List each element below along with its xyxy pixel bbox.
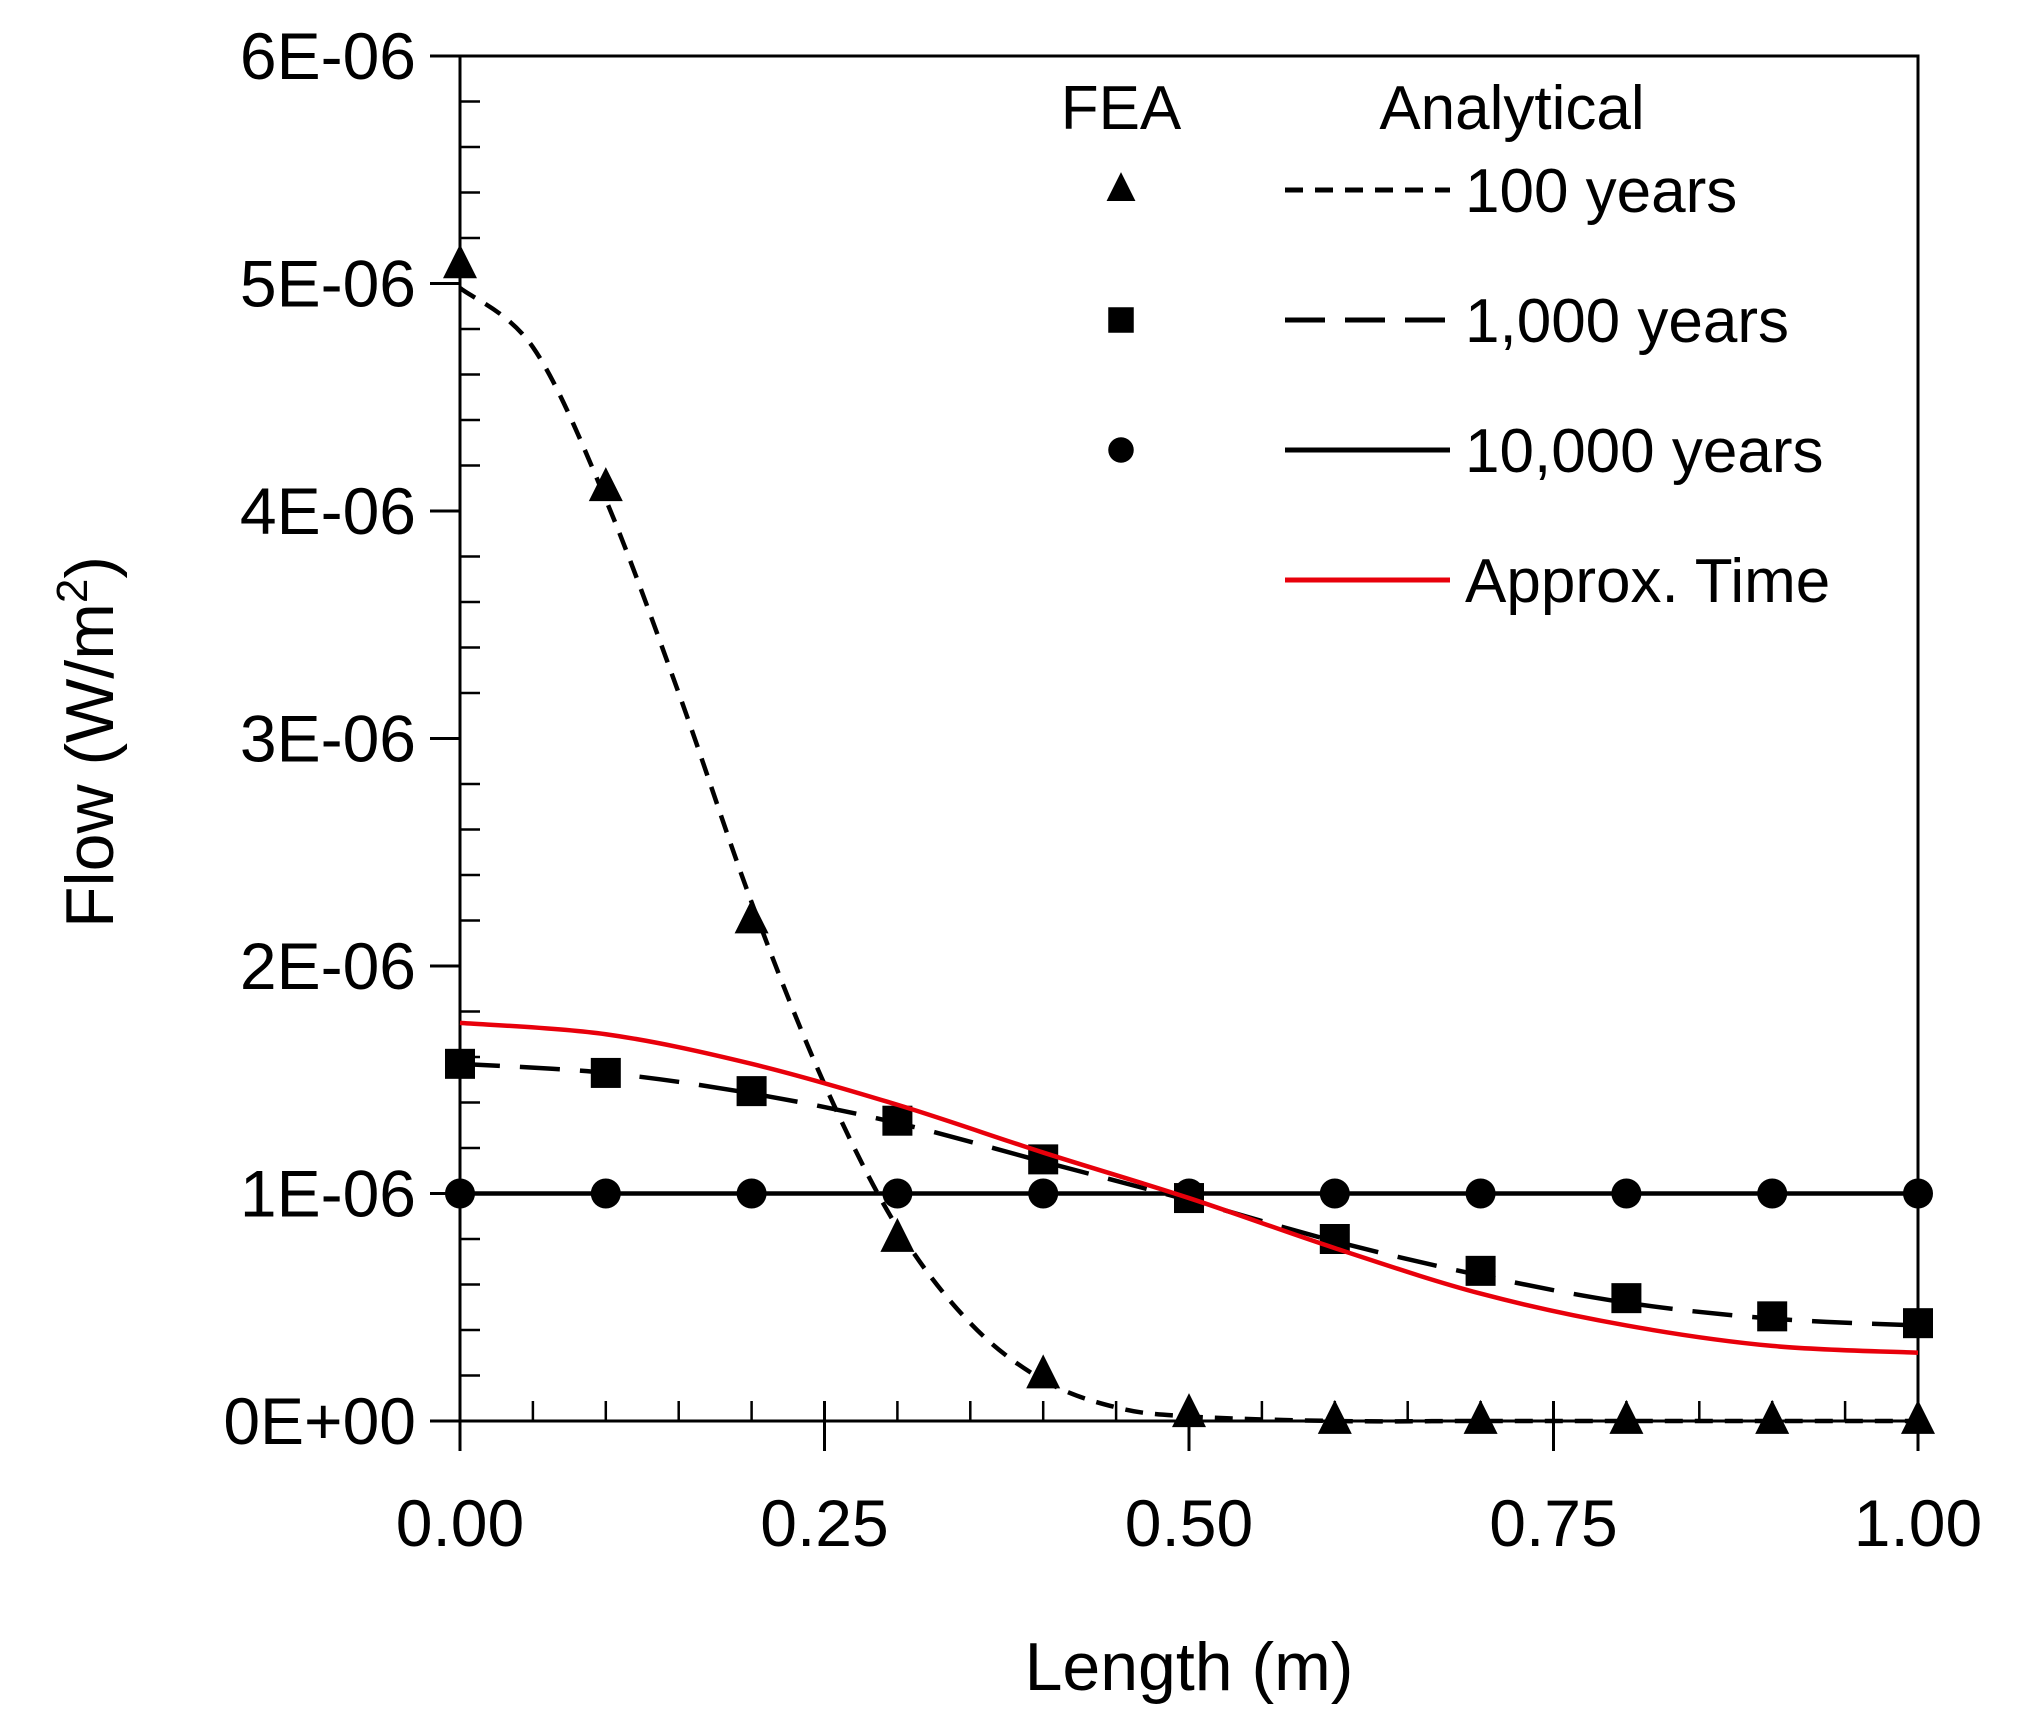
legend-marker-10-000-years — [1108, 437, 1134, 463]
fea-point-100-years — [1755, 1399, 1790, 1434]
x-tick-label: 1.00 — [1854, 1486, 1982, 1560]
legend-label-approx-time: Approx. Time — [1465, 547, 1830, 616]
fea-point-10-000-years — [1465, 1178, 1496, 1209]
y-tick-label: 0E+00 — [223, 1384, 416, 1458]
y-tick-label: 3E-06 — [240, 702, 416, 776]
fea-point-10-000-years — [1028, 1178, 1059, 1209]
fea-point-100-years — [880, 1217, 915, 1252]
series-100-years — [443, 244, 1935, 1434]
y-minor-ticks — [460, 100, 480, 1377]
fea-point-10-000-years — [1319, 1178, 1350, 1209]
legend-marker-1-000-years — [1108, 307, 1134, 333]
legend-label-100-years: 100 years — [1465, 157, 1737, 226]
y-tick-label: 6E-06 — [240, 19, 416, 93]
fea-point-10-000-years — [1611, 1178, 1642, 1209]
fea-point-1-000-years — [1611, 1283, 1642, 1314]
analytical-line-approx-time — [459, 1020, 1919, 1355]
fea-point-10-000-years — [882, 1178, 913, 1209]
fea-point-1-000-years — [736, 1076, 767, 1107]
fea-point-1-000-years — [882, 1105, 913, 1136]
legend-header-fea: FEA — [1061, 74, 1182, 143]
fea-point-100-years — [1026, 1354, 1061, 1389]
x-tick-label: 0.50 — [1125, 1486, 1253, 1560]
y-tick-label: 2E-06 — [240, 929, 416, 1003]
legend-label-10-000-years: 10,000 years — [1465, 417, 1823, 486]
fea-point-10-000-years — [1903, 1178, 1933, 1209]
legend-marker-100-years — [1106, 172, 1136, 201]
x-axis-ticks: 0.00 0.25 0.50 0.75 1.00 — [396, 1401, 1982, 1560]
y-tick-label: 1E-06 — [240, 1157, 416, 1231]
fea-point-1-000-years — [445, 1048, 475, 1079]
x-tick-label: 0.00 — [396, 1486, 524, 1560]
fea-point-100-years — [1463, 1399, 1498, 1434]
fea-point-10-000-years — [1757, 1178, 1788, 1209]
fea-point-100-years — [1317, 1399, 1352, 1434]
x-axis-title: Length (m) — [1025, 1629, 1354, 1705]
series-10-000-years — [445, 1178, 1933, 1209]
x-tick-label: 0.75 — [1489, 1486, 1617, 1560]
legend: FEA Analytical 100 years 1,000 years 10,00… — [1061, 74, 1831, 616]
plot-area-border — [458, 54, 1920, 1423]
fea-point-10-000-years — [736, 1178, 767, 1209]
fea-point-10-000-years — [590, 1178, 621, 1209]
plot-frame — [458, 54, 1920, 1423]
fea-point-100-years — [1609, 1399, 1644, 1434]
y-axis-ticks: 0E+00 1E-06 2E-06 3E-06 4E-06 5E-06 6E-06 — [223, 19, 460, 1458]
fea-point-1-000-years — [1903, 1308, 1933, 1339]
x-tick-label: 0.25 — [760, 1486, 888, 1560]
fea-point-1-000-years — [590, 1057, 621, 1088]
series-layer — [443, 244, 1935, 1434]
fea-point-100-years — [1901, 1399, 1935, 1434]
y-tick-label: 4E-06 — [240, 474, 416, 548]
fea-point-100-years — [443, 244, 477, 279]
y-tick-label: 5E-06 — [240, 247, 416, 321]
fea-point-1-000-years — [1757, 1301, 1788, 1332]
series-approx-time — [459, 1020, 1919, 1355]
y-axis-title: Flow (W/m2) — [48, 556, 128, 928]
fea-point-100-years — [734, 899, 769, 934]
legend-label-1-000-years: 1,000 years — [1465, 287, 1789, 356]
fea-point-1-000-years — [1465, 1255, 1496, 1286]
legend-header-analytical: Analytical — [1379, 74, 1644, 143]
fea-point-10-000-years — [445, 1178, 475, 1209]
fea-point-100-years — [1172, 1393, 1206, 1428]
fea-point-100-years — [588, 467, 623, 502]
